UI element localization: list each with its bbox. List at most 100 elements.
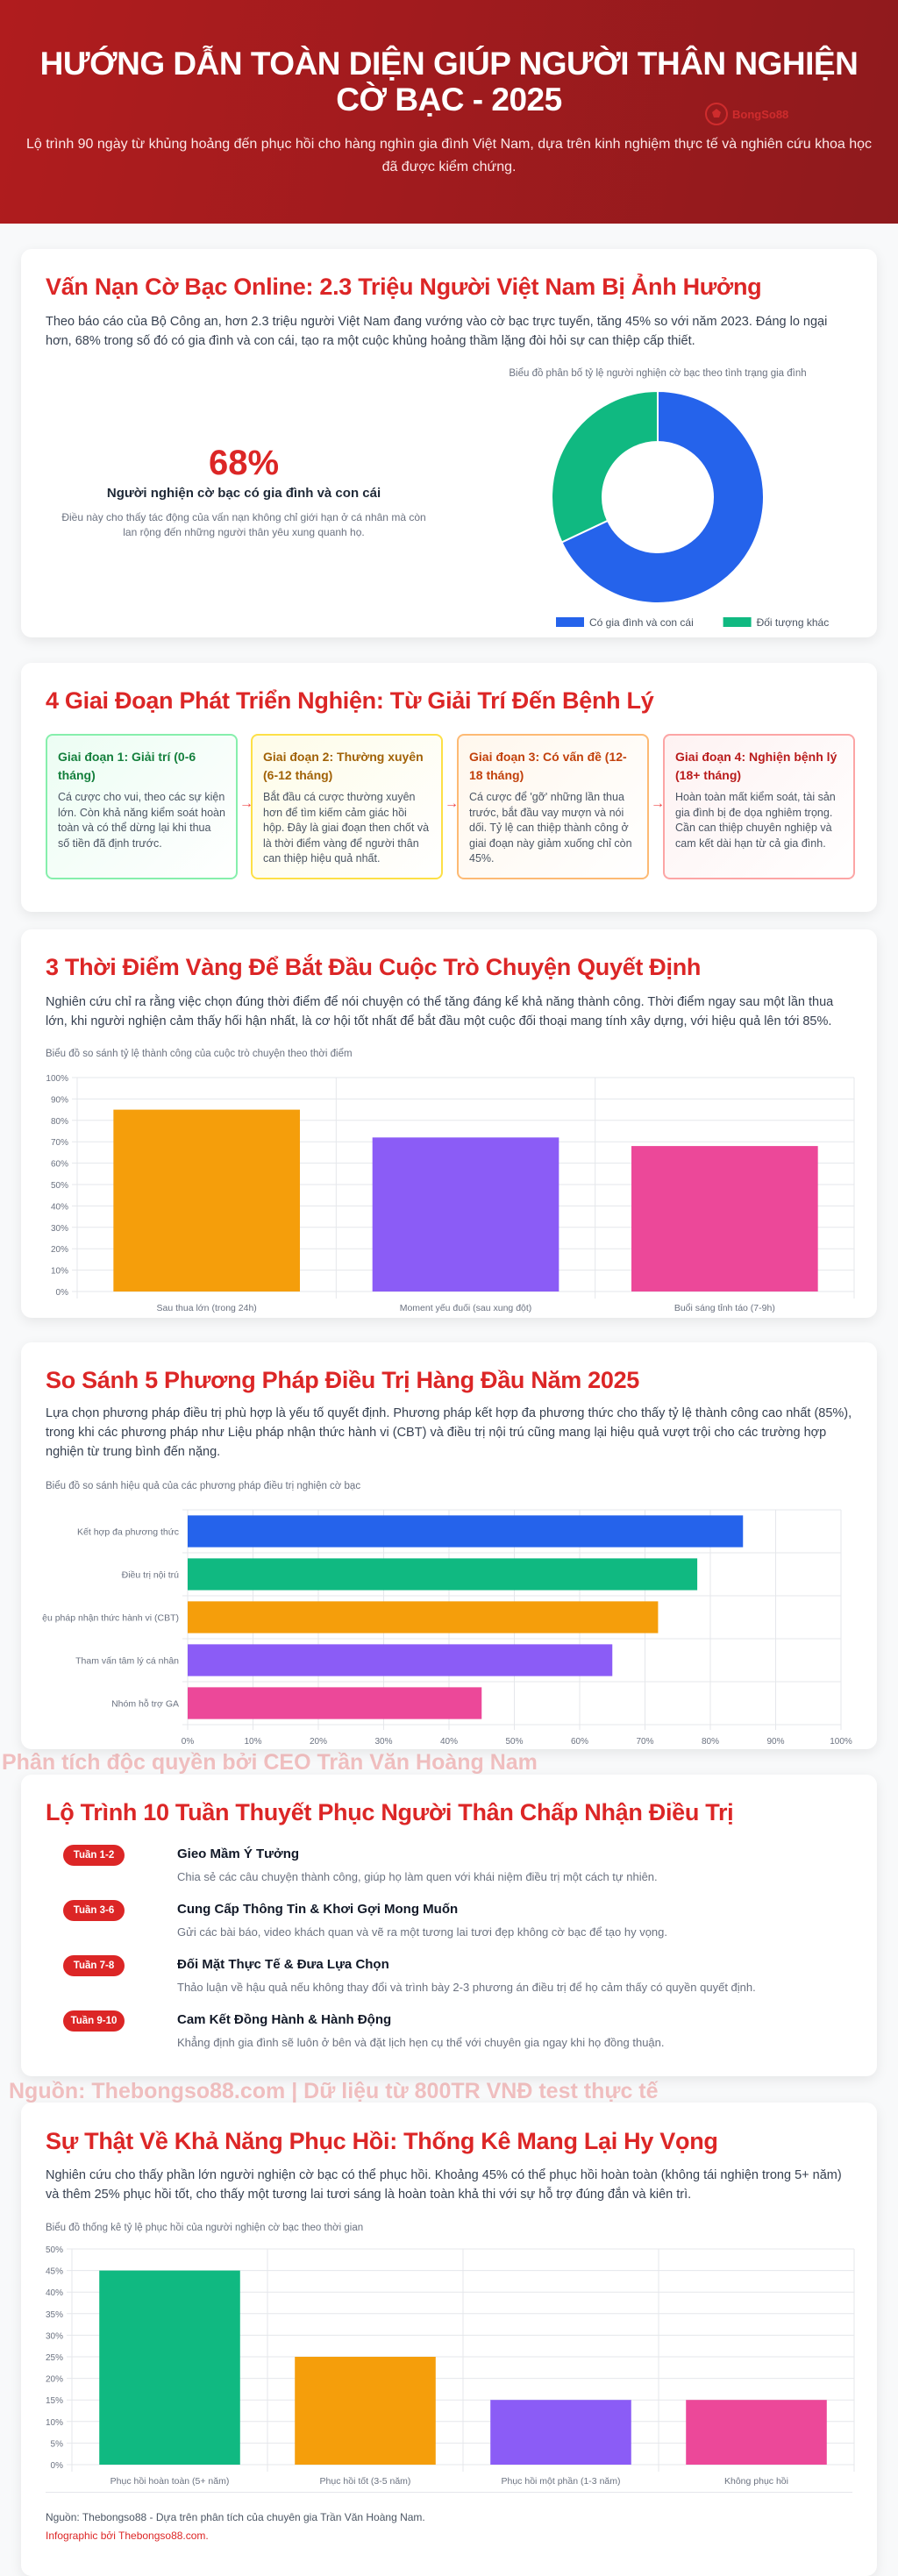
divider [46, 2492, 852, 2493]
roadmap-step: Tuần 7-8 Đối Mặt Thực Tế & Đưa Lựa Chọn Th… [63, 1955, 835, 2018]
y-tick-label: 5% [51, 2439, 64, 2449]
stage-title: Giai đoạn 3: Có vấn đề (12-18 tháng) [469, 750, 627, 782]
section-treatment-comparison: So Sánh 5 Phương Pháp Điều Trị Hàng Đầu … [21, 1342, 877, 1749]
section-paragraph: Theo báo cáo của Bộ Công an, hơn 2.3 tri… [46, 315, 828, 348]
timing-bar-chart: 0% 10% 20% 30% 40% 50% 60% 70% 80% 90% 100% Sau thu… [46, 1074, 855, 1313]
chart-caption: Biểu đồ thống kê tỷ lệ phục hồi của ngườ… [46, 2223, 364, 2233]
bar [188, 1644, 613, 1676]
bar [113, 1109, 300, 1292]
section-title: 3 Thời Điểm Vàng Để Bắt Đầu Cuộc Trò Chu… [46, 954, 702, 980]
x-tick-label: 0% [182, 1737, 195, 1747]
stage-card-1: Giai đoạn 1: Giải trí (0-6 tháng) Cá cược… [46, 734, 238, 879]
section-paragraph: Nghiên cứu cho thấy phần lớn người nghiệ… [46, 2168, 842, 2202]
y-tick-label: 20% [51, 1245, 68, 1255]
stage-card-4: Giai đoạn 4: Nghiện bệnh lý (18+ tháng) H… [663, 734, 855, 879]
step-title: Đối Mặt Thực Tế & Đưa Lựa Chọn [177, 1957, 389, 1972]
y-tick-label: 40% [46, 2288, 63, 2298]
x-tick-label: Phục hồi tốt (3-5 năm) [320, 2476, 411, 2487]
week-badge: Tuần 7-8 [63, 1955, 125, 1976]
bar [188, 1515, 744, 1548]
y-tick-label: 60% [51, 1160, 68, 1170]
x-tick-label: Phục hồi hoàn toàn (5+ năm) [110, 2476, 230, 2487]
section-10-week-roadmap: Lộ Trình 10 Tuần Thuyết Phục Người Thân … [21, 1775, 877, 2076]
stat-value: 68% [208, 444, 280, 482]
y-tick-label: 90% [51, 1095, 68, 1105]
y-tick-label: 10% [51, 1267, 68, 1277]
roadmap-step: Tuần 9-10 Cam Kết Đồng Hành & Hành Động Kh… [63, 2010, 835, 2074]
y-tick-label: 80% [51, 1117, 68, 1127]
x-tick-label: 10% [244, 1737, 261, 1747]
y-category-label: Kết hợp đa phương thức [77, 1527, 179, 1538]
chart-caption: Biểu đồ so sánh hiệu quả của các phương … [46, 1481, 361, 1491]
legend-label: Có gia đình và con cái [589, 616, 694, 629]
page-header: HƯỚNG DẪN TOÀN DIỆN GIÚP NGƯỜI THÂN NGHI… [0, 0, 898, 224]
section-title: Lộ Trình 10 Tuần Thuyết Phục Người Thân … [46, 1799, 734, 1825]
bongso88-logo: BongSo88 [704, 102, 788, 126]
step-description: Gửi các bài báo, video khách quan và vẽ … [177, 1925, 667, 1939]
stage-title: Giai đoạn 2: Thường xuyên (6-12 tháng) [263, 750, 424, 782]
title-line-2: CỜ BẠC - 2025 [336, 82, 562, 117]
week-badge: Tuần 3-6 [63, 1900, 125, 1921]
recovery-bar-chart: 0% 5% 10% 15% 20% 25% 30% 35% 40% 45% 50% Phục hồi … [46, 2245, 855, 2487]
page-title: HƯỚNG DẪN TOÀN DIỆN GIÚP NGƯỜI THÂN NGHI… [0, 46, 898, 117]
bar [295, 2357, 436, 2465]
y-category-label: Điều trị nội trú [122, 1570, 180, 1581]
bar [188, 1687, 482, 1719]
x-tick-label: 80% [702, 1737, 719, 1747]
section-title: Sự Thật Về Khả Năng Phục Hồi: Thống Kê M… [46, 2128, 718, 2154]
stage-description: Bắt đầu cá cược thường xuyên hơn để tìm … [263, 791, 430, 865]
bar [372, 1137, 559, 1292]
y-category-label: ệu pháp nhận thức hành vi (CBT) [42, 1613, 179, 1624]
x-tick-label: 60% [571, 1737, 588, 1747]
donut-slice [560, 389, 765, 604]
chart-caption: Biểu đồ phân bố tỷ lệ người nghiện cờ bạ… [509, 368, 807, 379]
y-tick-label: 10% [46, 2418, 63, 2428]
section-golden-moments: 3 Thời Điểm Vàng Để Bắt Đầu Cuộc Trò Chu… [21, 929, 877, 1318]
y-tick-label: 30% [46, 2331, 63, 2341]
arrow-right-icon: → [445, 796, 459, 811]
section-paragraph: Lựa chọn phương pháp điều trị phù hợp là… [46, 1406, 852, 1459]
stat-label: Người nghiện cờ bạc có gia đình và con c… [106, 486, 381, 501]
x-tick-label: Phục hồi một phần (1-3 năm) [502, 2476, 621, 2487]
y-tick-label: 25% [46, 2353, 63, 2363]
x-tick-label: Buổi sáng tỉnh táo (7-9h) [674, 1303, 775, 1313]
x-tick-label: 30% [374, 1737, 392, 1747]
bar [490, 2400, 631, 2465]
watermark-source: Nguồn: Thebongso88.com | Dữ liệu từ 800T… [9, 2079, 659, 2103]
bar [188, 1558, 698, 1590]
x-tick-label: Sau thua lớn (trong 24h) [157, 1303, 257, 1313]
donut-slice [551, 389, 659, 544]
section-recovery-stats: Sự Thật Về Khả Năng Phục Hồi: Thống Kê M… [21, 2103, 877, 2576]
stat-description: Điều này cho thấy tác động của vấn nạn k… [61, 511, 426, 538]
watermark-ceo: Phân tích độc quyền bởi CEO Trần Văn Hoà… [2, 1750, 538, 1775]
y-tick-label: 30% [51, 1224, 68, 1234]
x-tick-label: 20% [310, 1737, 327, 1747]
y-tick-label: 0% [56, 1288, 69, 1298]
y-category-label: Tham vấn tâm lý cá nhân [75, 1656, 179, 1667]
step-title: Cam Kết Đồng Hành & Hành Động [177, 2012, 392, 2027]
stage-card-2: Giai đoạn 2: Thường xuyên (6-12 tháng) Bắ… [251, 734, 443, 879]
stage-card-3: Giai đoạn 3: Có vấn đề (12-18 tháng) Cá c… [457, 734, 649, 879]
section-addiction-stages: 4 Giai Đoạn Phát Triển Nghiện: Từ Giải T… [21, 663, 877, 912]
page-subtitle: Lộ trình 90 ngày từ khủng hoảng đến phục… [25, 137, 873, 174]
y-tick-label: 100% [46, 1074, 68, 1084]
stage-title: Giai đoạn 1: Giải trí (0-6 tháng) [58, 750, 196, 782]
y-tick-label: 20% [46, 2375, 63, 2385]
y-tick-label: 45% [46, 2267, 63, 2277]
y-category-label: Nhóm hỗ trợ GA [111, 1698, 179, 1710]
stage-title: Giai đoạn 4: Nghiện bệnh lý (18+ tháng) [675, 750, 837, 782]
step-title: Cung Cấp Thông Tin & Khơi Gợi Mong Muốn [177, 1902, 459, 1917]
roadmap-step: Tuần 3-6 Cung Cấp Thông Tin & Khơi Gợi Mo… [63, 1900, 835, 1963]
arrow-right-icon: → [651, 796, 665, 811]
x-tick-label: Moment yếu đuối (sau xung đột) [400, 1303, 532, 1313]
bar [631, 1146, 818, 1292]
step-description: Khẳng định gia đình sẽ luôn ở bên và đặt… [177, 2036, 665, 2049]
bar [99, 2270, 240, 2465]
bar [686, 2400, 827, 2465]
y-tick-label: 0% [51, 2461, 64, 2471]
donut-chart: Có gia đình và con cái Đối tượng khác [551, 389, 829, 629]
y-tick-label: 70% [51, 1138, 68, 1148]
y-tick-label: 40% [51, 1202, 68, 1212]
arrow-right-icon: → [239, 796, 253, 811]
legend-swatch [556, 617, 584, 627]
